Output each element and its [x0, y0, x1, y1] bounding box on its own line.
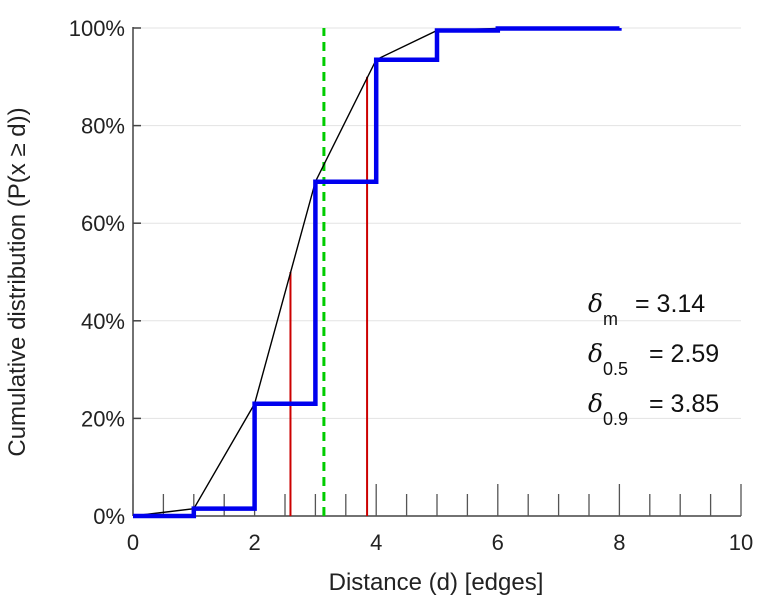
x-tick-label-3: 6: [492, 530, 504, 555]
annotation-subscript-1: 0.5: [603, 359, 628, 379]
annotation-value-2: = 3.85: [649, 390, 719, 418]
y-tick-labels: 0% 20% 40% 60% 80% 100%: [69, 16, 125, 529]
y-axis-label: Cumulative distribution (P(x ≥ d)): [4, 107, 31, 456]
y-tick-label-0: 0%: [93, 504, 125, 529]
axes: [132, 27, 741, 517]
x-tick-label-4: 8: [613, 530, 625, 555]
annotation-subscript-2: 0.9: [603, 409, 628, 429]
y-tick-label-2: 40%: [81, 309, 125, 334]
y-tick-label-1: 20%: [81, 406, 125, 431]
annotation-symbol-2: δ: [588, 389, 603, 418]
series-line-step: [133, 26, 622, 519]
grid-lines: [133, 27, 741, 419]
annotation-value-0: = 3.14: [635, 290, 705, 318]
x-minor-ticks: [132, 484, 742, 516]
annotation-value-1: = 2.59: [649, 340, 719, 368]
data-series: [132, 26, 622, 519]
x-axis-label: Distance (d) [edges]: [329, 569, 544, 596]
y-tick-label-5: 100%: [69, 16, 125, 41]
x-tick-label-0: 0: [127, 530, 139, 555]
reference-lines: [289, 28, 369, 516]
annotation-symbol-0: δ: [588, 289, 603, 318]
annotation-symbol-1: δ: [588, 339, 603, 368]
x-tick-label-2: 4: [370, 530, 382, 555]
y-tick-label-4: 80%: [81, 114, 125, 139]
annotation-subscript-0: m: [603, 309, 618, 329]
y-tick-label-3: 60%: [81, 211, 125, 236]
x-tick-label-1: 2: [248, 530, 260, 555]
x-tick-labels: 0 2 4 6 8 10: [127, 530, 753, 555]
x-tick-label-5: 10: [729, 530, 753, 555]
